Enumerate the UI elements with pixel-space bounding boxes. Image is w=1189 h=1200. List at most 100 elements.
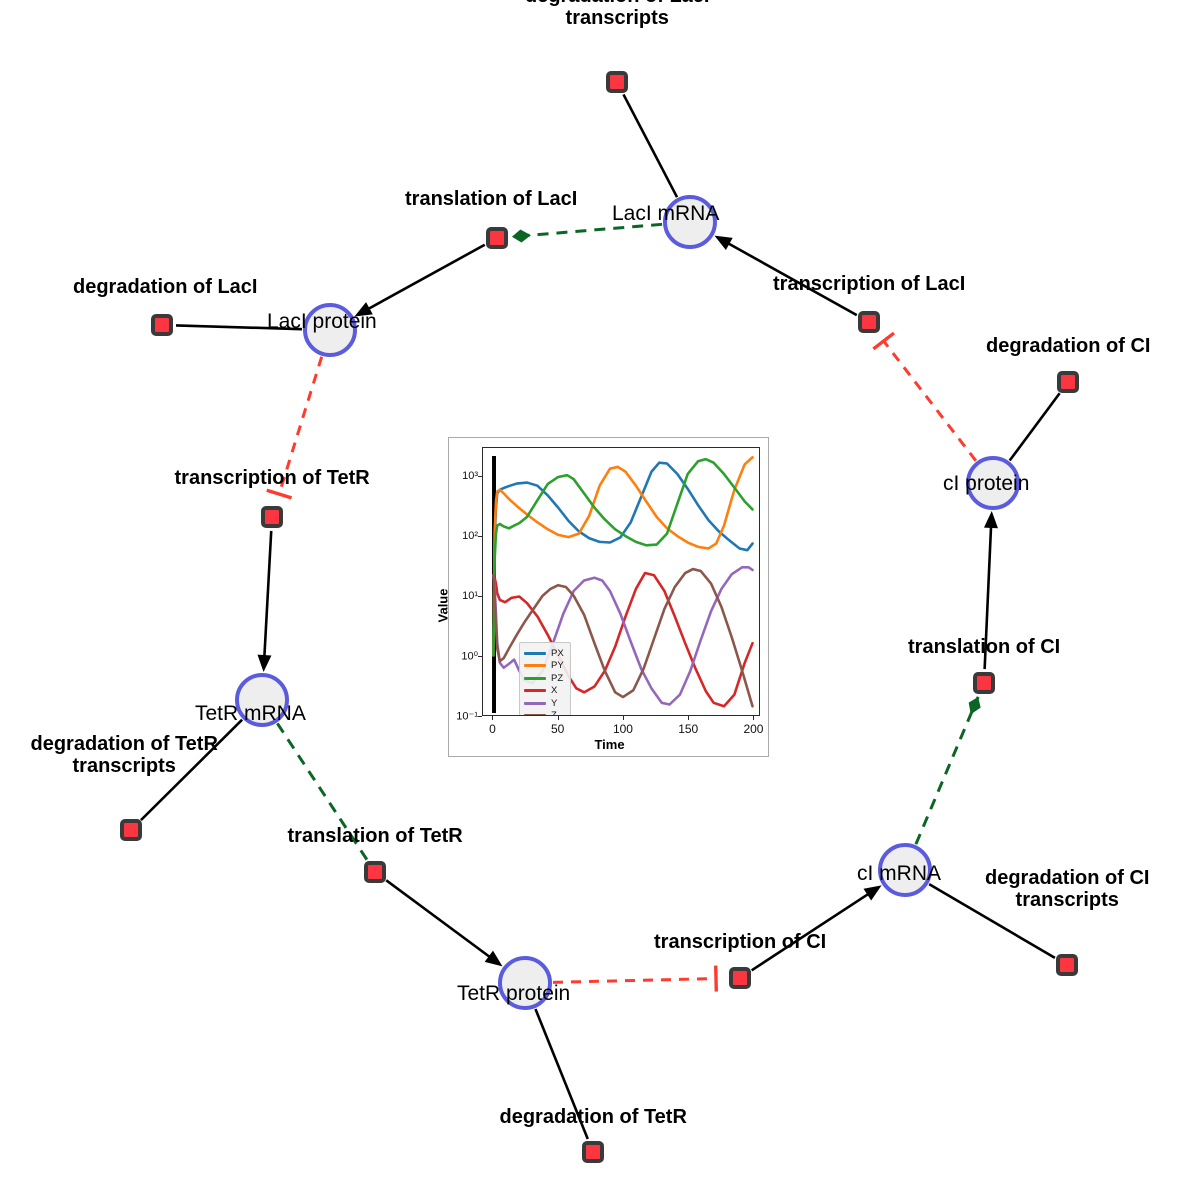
species-node-ci_mrna[interactable]	[878, 843, 932, 897]
chart-legend-swatch	[524, 701, 546, 705]
chart-legend-item: X	[524, 685, 564, 698]
reaction-node-transcription_of_ci[interactable]	[729, 967, 751, 989]
reaction-label-line: transcription of CI	[654, 931, 827, 953]
chart-series-PZ	[492, 457, 754, 657]
chart-y-axis-label: Value	[435, 588, 451, 623]
species-label-tetr_mrna: TetR mRNA	[195, 702, 306, 725]
reaction-label-deg_tetr: degradation of TetR	[499, 1106, 687, 1129]
chart-legend-label: PY	[551, 660, 564, 671]
chart-legend-label: Y	[551, 697, 558, 709]
chart-legend-swatch	[524, 676, 546, 680]
reaction-label-line: transcripts	[565, 6, 669, 29]
arrowhead-triangle	[714, 235, 733, 251]
chart-y-tick-label: 10²	[462, 529, 478, 542]
reaction-node-translation_of_ci[interactable]	[973, 672, 995, 694]
edge-ci_protein-to-transcription_of_laci	[882, 340, 978, 462]
chart-y-tick-mark	[478, 475, 482, 477]
arrowhead-triangle	[484, 950, 503, 967]
chart-legend-label: PX	[551, 647, 564, 659]
species-node-ci_protein[interactable]	[966, 456, 1020, 510]
edge-transcription_of_tetr-to-tetr_mrna	[262, 530, 273, 660]
reaction-label-line: degradation of CI	[986, 335, 1151, 357]
chart-y-tick-mark	[478, 655, 482, 657]
reaction-node-transcription_of_tetr[interactable]	[261, 506, 283, 528]
edge-laci_protein-to-transcription_of_tetr	[277, 356, 324, 495]
arrowhead-tee-inhibition	[266, 488, 293, 500]
chart-series-Y	[492, 565, 754, 706]
reaction-label-deg_tetr_transcripts: degradation of TetR transcripts	[30, 733, 218, 777]
reaction-label-line: degradation of TetR	[499, 1106, 687, 1128]
species-node-tetr_protein[interactable]	[498, 956, 552, 1010]
species-label-laci_mrna: LacI mRNA	[612, 202, 720, 225]
reaction-label-line: degradation of LacI	[73, 276, 258, 298]
species-node-tetr_mrna[interactable]	[235, 673, 289, 727]
chart-x-tick-label: 200	[743, 722, 764, 736]
arrowhead-triangle	[257, 654, 272, 673]
reaction-node-deg_ci[interactable]	[1057, 371, 1079, 393]
chart-y-tick-mark	[478, 595, 482, 597]
chart-legend-item: Y	[524, 697, 564, 710]
edge-tetr_mrna-to-deg_tetr_transcripts	[140, 718, 244, 822]
edge-translation_of_tetr-to-tetr_protein	[385, 879, 493, 960]
species-node-laci_mrna[interactable]	[663, 195, 717, 249]
reaction-node-deg_tetr_transcripts[interactable]	[120, 819, 142, 841]
chart-x-tick-mark	[622, 716, 624, 720]
reaction-node-deg_tetr[interactable]	[582, 1141, 604, 1163]
chart-y-tick-mark	[478, 716, 482, 717]
edge-tetr_protein-to-transcription_of_ci	[552, 977, 717, 984]
arrowhead-triangle	[354, 302, 373, 317]
reaction-node-deg_ci_transcripts[interactable]	[1056, 954, 1078, 976]
chart-x-tick-mark	[492, 716, 494, 720]
chart-y-tick-label: 10³	[462, 469, 478, 482]
reaction-label-line: degradation of CI	[985, 867, 1150, 889]
edge-transcription_of_laci-to-laci_mrna	[725, 240, 858, 317]
edge-deg_laci-to-laci_protein	[175, 324, 303, 331]
reaction-label-line: translation of CI	[908, 636, 1061, 658]
arrowhead-tee-inhibition	[714, 965, 719, 992]
species-node-laci_protein[interactable]	[303, 303, 357, 357]
chart-y-tick-mark	[478, 535, 482, 537]
chart-legend-swatch	[524, 664, 546, 668]
reaction-node-translation_of_laci[interactable]	[486, 227, 508, 249]
chart-x-tick-mark	[688, 716, 690, 720]
reaction-label-transcription_of_laci: transcription of LacI	[773, 273, 966, 296]
arrowhead-diamond	[511, 229, 531, 243]
reaction-node-translation_of_tetr[interactable]	[364, 861, 386, 883]
chart-x-tick-mark	[753, 716, 755, 720]
arrowhead-triangle	[863, 885, 882, 901]
chart-legend-item: Z	[524, 710, 564, 715]
edge-translation_of_ci-to-ci_protein	[983, 523, 993, 670]
chart-series-X	[492, 571, 754, 708]
reaction-label-line: transcription of TetR	[174, 467, 370, 489]
reaction-label-line: degradation of LacI	[525, 0, 709, 8]
arrowhead-tee-inhibition	[872, 331, 895, 351]
reaction-label-translation_of_laci: translation of LacI	[405, 188, 578, 211]
chart-x-tick-label: 150	[678, 722, 699, 736]
species-label-ci_mrna: cI mRNA	[857, 862, 941, 885]
reaction-node-deg_laci_transcripts[interactable]	[606, 71, 628, 93]
chart-legend-label: PZ	[551, 672, 564, 684]
chart-y-tick-label: 10¹	[462, 589, 478, 602]
reaction-label-line: degradation of TetR	[30, 733, 218, 755]
chart-y-tick-label: 10⁻¹	[456, 710, 478, 723]
chart-x-tick-mark	[557, 716, 559, 720]
reaction-label-line: transcription of LacI	[773, 273, 966, 295]
edge-laci_mrna-to-translation_of_laci	[511, 222, 663, 239]
reaction-node-transcription_of_laci[interactable]	[858, 311, 880, 333]
chart-x-tick-label: 0	[489, 722, 496, 736]
arrowhead-triangle	[983, 510, 998, 529]
reaction-label-transcription_of_tetr: transcription of TetR	[174, 467, 370, 490]
inset-timecourse-chart: Value PX PY PZ X Y Z 10⁻¹ 10⁰ 10¹ 10² 10³ 0 50 100 1…	[436, 437, 769, 757]
chart-legend-item: PX	[524, 647, 564, 660]
reaction-label-deg_laci: degradation of LacI	[73, 276, 258, 299]
reaction-label-deg_laci_transcripts: degradation of LacItranscripts	[525, 0, 709, 29]
reaction-label-line: translation of LacI	[405, 188, 578, 210]
edge-translation_of_laci-to-laci_protein	[365, 243, 486, 312]
chart-series-layer	[492, 455, 754, 714]
species-label-ci_protein: cI protein	[943, 472, 1030, 495]
reaction-label-line: transcripts	[72, 754, 176, 777]
reaction-label-line: translation of TetR	[287, 825, 463, 847]
reaction-node-deg_laci[interactable]	[151, 314, 173, 336]
